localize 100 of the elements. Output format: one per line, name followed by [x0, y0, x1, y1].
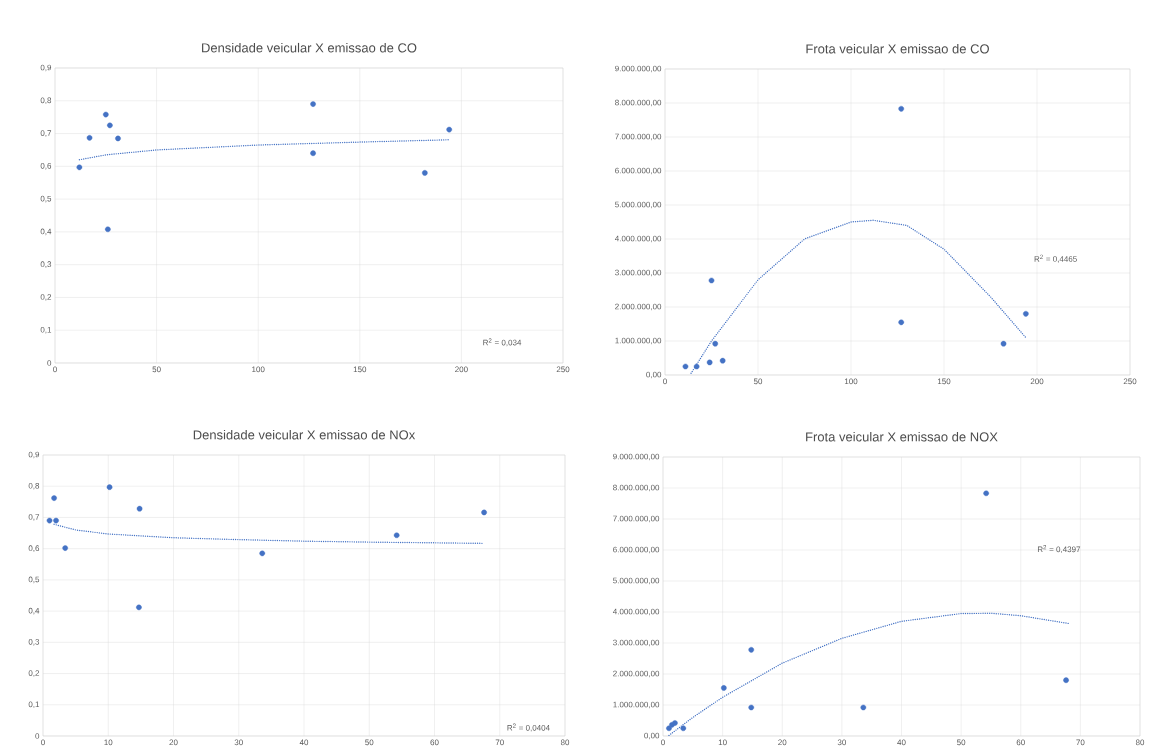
x-tick-label: 100	[844, 378, 858, 385]
chart-title: Densidade veicular X emissao de CO	[202, 42, 417, 53]
y-tick-label: 2.000.000,00	[615, 303, 662, 311]
point	[719, 357, 726, 364]
x-tick-label: 150	[937, 378, 951, 385]
y-tick-label: 0,8	[28, 482, 40, 490]
y-tick-label: 3.000.000,00	[615, 269, 662, 277]
point	[1000, 340, 1007, 347]
y-tick-label: 0,00	[646, 371, 662, 379]
point	[721, 685, 727, 691]
x-tick-label: 30	[234, 739, 243, 746]
point	[898, 319, 905, 326]
y-tick-label: 0,3	[28, 639, 40, 646]
y-tick-label: 0,5	[40, 195, 52, 203]
y-tick-label: 8.000.000,00	[613, 484, 660, 492]
point	[393, 532, 400, 539]
point	[748, 704, 755, 711]
y-tick-label: 0,6	[28, 545, 40, 552]
x-tick-label: 0	[663, 378, 667, 385]
x-tick-label: 30	[837, 739, 847, 746]
point	[898, 105, 905, 112]
point	[53, 517, 59, 524]
point	[136, 604, 142, 611]
point	[86, 135, 93, 141]
annotation: R$^{2}$ = 0,0404	[507, 723, 550, 732]
x-tick-label: 200	[455, 366, 468, 373]
y-tick-label: 1.000.000,00	[615, 337, 662, 345]
y-tick-label: 6.000.000,00	[615, 167, 662, 175]
y-tick-label: 9.000.000,00	[615, 65, 662, 73]
y-tick-label: 7.000.000,00	[613, 515, 660, 523]
point	[105, 226, 111, 233]
y-tick-label: 8.000.000,00	[615, 99, 662, 107]
y-tick-label: 0	[47, 360, 52, 366]
x-tick-label: 150	[353, 366, 367, 373]
chart-title: Frota veicular X emissao de NOX	[806, 431, 998, 442]
point	[310, 101, 316, 107]
x-tick-label: 60	[430, 739, 439, 746]
point	[51, 495, 57, 501]
x-tick-label: 40	[299, 739, 309, 746]
x-tick-label: 250	[556, 366, 570, 373]
y-tick-label: 0,7	[40, 130, 52, 137]
x-tick-label: 50	[753, 378, 763, 385]
point	[983, 490, 989, 497]
x-tick-label: 70	[495, 739, 504, 746]
point	[136, 505, 143, 512]
y-tick-label: 5.000.000,00	[613, 577, 660, 585]
y-tick-label: 3.000.000,00	[613, 639, 660, 647]
point	[76, 164, 83, 171]
x-tick-label: 50	[956, 739, 966, 746]
x-tick-label: 80	[560, 739, 570, 746]
y-tick-label: 0,2	[40, 294, 52, 301]
y-tick-label: 5.000.000,00	[615, 201, 662, 209]
point	[712, 340, 719, 347]
x-tick-label: 100	[252, 366, 265, 373]
chart-title: Frota veicular X emissao de CO	[806, 43, 989, 54]
y-tick-label: 2.000.000,00	[613, 670, 660, 678]
point	[708, 277, 715, 284]
point	[1063, 677, 1069, 683]
line-series	[78, 139, 450, 161]
annotation: R$^{2}$ = 0,034	[483, 338, 522, 347]
point	[115, 135, 121, 142]
y-tick-label: 0,1	[40, 326, 52, 334]
point	[748, 647, 755, 653]
x-tick-label: 20	[778, 739, 787, 746]
point	[422, 170, 428, 176]
x-tick-label: 80	[1135, 739, 1145, 746]
y-tick-label: 6.000.000,00	[613, 546, 660, 554]
chart-title: Densidade veicular X emissao de NOx	[193, 429, 416, 440]
y-tick-label: 0,8	[40, 97, 52, 105]
x-tick-label: 200	[1030, 378, 1044, 385]
x-tick-label: 40	[897, 739, 906, 746]
y-tick-label: 0,7	[28, 514, 40, 521]
y-tick-label: 7.000.000,00	[615, 133, 662, 141]
line-series	[668, 612, 1070, 736]
point	[46, 517, 53, 524]
y-tick-label: 0,9	[40, 64, 52, 72]
point	[706, 359, 713, 366]
x-tick-label: 70	[1076, 739, 1085, 746]
x-tick-label: 10	[718, 739, 727, 746]
annotation: R$^{2}$ = 0,4465	[1034, 254, 1077, 263]
y-tick-label: 4.000.000,00	[614, 235, 662, 243]
point	[1023, 311, 1029, 317]
y-tick-label: 1.000.000,00	[613, 701, 660, 709]
line-series	[690, 219, 1027, 374]
y-tick-label: 9.000.000,00	[613, 453, 660, 461]
x-tick-label: 0	[53, 366, 57, 373]
point	[682, 363, 689, 370]
x-tick-label: 50	[365, 739, 374, 746]
x-tick-label: 60	[1016, 739, 1025, 746]
x-tick-label: 250	[1123, 378, 1137, 385]
y-tick-label: 0,6	[40, 163, 52, 170]
y-tick-label: 0,5	[28, 576, 40, 584]
x-tick-label: 20	[169, 739, 178, 746]
y-tick-label: 0,1	[28, 701, 40, 709]
y-tick-label: 0,9	[28, 451, 40, 459]
annotation: R$^{2}$ = 0,4397	[1037, 545, 1081, 554]
y-tick-label: 0	[35, 733, 40, 739]
point	[481, 509, 487, 516]
y-tick-label: 0,4	[28, 607, 40, 615]
point	[103, 111, 109, 118]
